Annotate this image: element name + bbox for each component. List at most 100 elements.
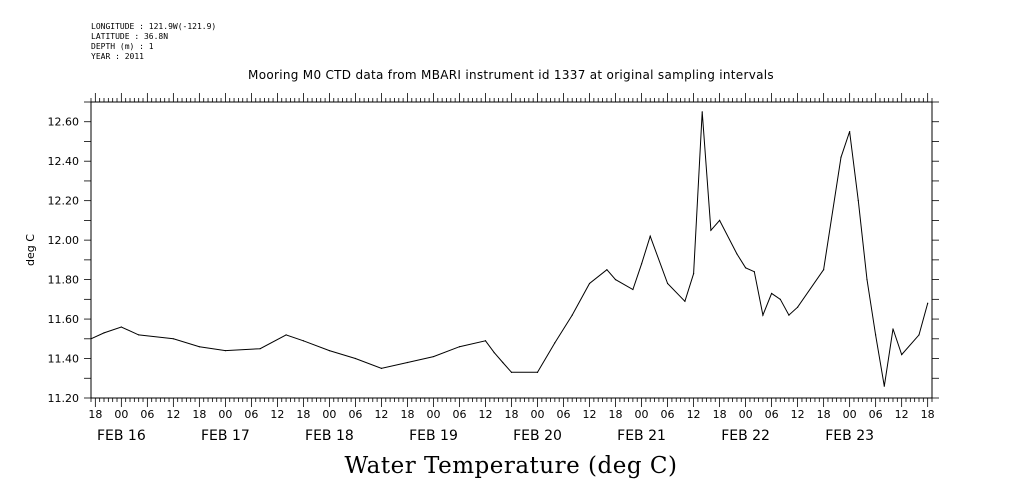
data-point xyxy=(649,235,651,237)
data-point xyxy=(259,348,261,350)
x-hour-tick-label: 00 xyxy=(426,408,440,421)
data-point xyxy=(684,300,686,302)
x-hour-tick-label: 06 xyxy=(765,408,779,421)
x-hour-tick-label: 12 xyxy=(583,408,597,421)
data-point xyxy=(901,353,903,356)
y-tick-label: 11.40 xyxy=(48,353,80,366)
data-point xyxy=(744,267,747,269)
data-point xyxy=(771,292,773,295)
data-point xyxy=(502,361,504,364)
data-point xyxy=(354,357,357,360)
data-point xyxy=(458,346,461,348)
data-point xyxy=(692,273,695,275)
data-point xyxy=(701,111,703,113)
x-hour-tick-label: 00 xyxy=(322,408,336,421)
y-tick-label: 11.60 xyxy=(48,313,80,326)
data-point xyxy=(302,340,305,342)
data-point xyxy=(90,338,92,340)
chart-subtitle: Water Temperature (deg C) xyxy=(344,453,678,479)
x-date-label: FEB 16 xyxy=(97,428,146,444)
y-tick-label: 12.40 xyxy=(48,155,80,168)
y-tick-label: 12.00 xyxy=(48,234,80,247)
data-point xyxy=(432,355,435,358)
data-point xyxy=(138,334,140,336)
data-point xyxy=(103,332,105,334)
x-hour-tick-label: 18 xyxy=(400,408,414,421)
y-tick-label: 12.60 xyxy=(48,116,80,129)
x-hour-tick-label: 06 xyxy=(140,408,154,421)
x-hour-tick-label: 18 xyxy=(88,408,102,421)
x-date-label: FEB 22 xyxy=(721,428,770,444)
data-point xyxy=(328,350,331,352)
data-point xyxy=(666,282,669,285)
x-hour-tick-label: 18 xyxy=(609,408,623,421)
data-point xyxy=(571,314,573,316)
x-date-label: FEB 21 xyxy=(617,428,666,444)
data-point xyxy=(875,334,877,336)
x-hour-tick-label: 00 xyxy=(114,408,128,421)
plot-frame xyxy=(90,101,933,399)
x-hour-tick-label: 12 xyxy=(895,408,909,421)
data-point xyxy=(753,271,755,273)
x-hour-tick-label: 18 xyxy=(817,408,831,421)
data-point xyxy=(710,229,712,231)
longitude-text: LONGITUDE : 121.9W(-121.9) xyxy=(91,22,217,31)
x-hour-tick-label: 00 xyxy=(739,408,753,421)
metadata-block: LONGITUDE : 121.9W(-121.9) LATITUDE : 36… xyxy=(91,22,216,62)
x-hour-tick-label: 18 xyxy=(505,408,519,421)
data-point xyxy=(554,342,556,344)
x-hour-tick-label: 00 xyxy=(843,408,857,421)
chart-title: Mooring M0 CTD data from MBARI instrumen… xyxy=(248,68,774,82)
x-hour-tick-label: 00 xyxy=(635,408,649,421)
x-date-label: FEB 19 xyxy=(409,428,458,444)
data-point xyxy=(840,156,842,158)
x-hour-tick-label: 18 xyxy=(192,408,206,421)
data-point xyxy=(779,298,781,300)
y-tick-label: 11.20 xyxy=(48,392,80,405)
data-point xyxy=(406,361,409,364)
data-point xyxy=(892,328,894,330)
data-point xyxy=(120,326,122,328)
x-date-label: FEB 20 xyxy=(513,428,562,444)
data-point xyxy=(866,279,868,281)
y-tick-label: 12.20 xyxy=(48,195,80,208)
x-hour-tick-label: 06 xyxy=(348,408,362,421)
data-point xyxy=(823,269,825,271)
data-point xyxy=(510,371,513,373)
x-hour-tick-label: 18 xyxy=(921,408,935,421)
x-date-label: FEB 18 xyxy=(305,428,354,444)
x-hour-tick-label: 12 xyxy=(374,408,388,421)
x-hour-tick-label: 12 xyxy=(687,408,701,421)
data-point xyxy=(588,282,591,285)
data-point xyxy=(172,338,174,340)
data-point xyxy=(632,288,634,291)
data-point xyxy=(849,131,851,133)
data-point xyxy=(285,334,287,336)
x-hour-tick-label: 18 xyxy=(296,408,310,421)
x-hour-tick-label: 12 xyxy=(791,408,805,421)
x-hour-tick-label: 06 xyxy=(244,408,258,421)
data-point xyxy=(493,352,495,354)
series-line-0 xyxy=(90,111,929,387)
data-point xyxy=(536,371,539,373)
data-point xyxy=(927,302,929,304)
x-hour-tick-label: 12 xyxy=(478,408,492,421)
data-point xyxy=(484,340,487,342)
data-point xyxy=(606,269,608,271)
data-point xyxy=(198,346,200,348)
latitude-text: LATITUDE : 36.8N xyxy=(91,32,169,41)
y-axis-label: deg C xyxy=(24,234,37,266)
data-point xyxy=(918,334,920,336)
x-hour-tick-label: 06 xyxy=(661,408,675,421)
data-point xyxy=(883,385,885,387)
data-point xyxy=(718,219,721,221)
data-point xyxy=(788,314,790,316)
depth-text: DEPTH (m) : 1 xyxy=(91,42,154,51)
data-point xyxy=(380,367,383,369)
data-point xyxy=(736,253,738,255)
x-hour-tick-label: 12 xyxy=(166,408,180,421)
x-hour-tick-label: 06 xyxy=(557,408,571,421)
x-hour-tick-label: 06 xyxy=(452,408,466,421)
data-point xyxy=(614,279,617,281)
